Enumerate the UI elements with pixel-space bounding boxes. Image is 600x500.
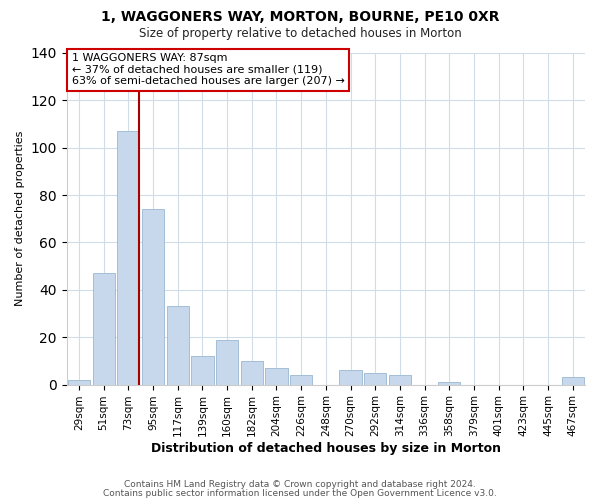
Bar	[438, 382, 460, 384]
Bar	[265, 368, 287, 384]
Bar	[562, 378, 584, 384]
Bar	[117, 131, 139, 384]
X-axis label: Distribution of detached houses by size in Morton: Distribution of detached houses by size …	[151, 442, 501, 455]
Text: Contains public sector information licensed under the Open Government Licence v3: Contains public sector information licen…	[103, 488, 497, 498]
Text: 1 WAGGONERS WAY: 87sqm
← 37% of detached houses are smaller (119)
63% of semi-de: 1 WAGGONERS WAY: 87sqm ← 37% of detached…	[72, 53, 345, 86]
Bar	[364, 373, 386, 384]
Bar	[340, 370, 362, 384]
Bar	[167, 306, 189, 384]
Text: Contains HM Land Registry data © Crown copyright and database right 2024.: Contains HM Land Registry data © Crown c…	[124, 480, 476, 489]
Bar	[68, 380, 90, 384]
Y-axis label: Number of detached properties: Number of detached properties	[15, 131, 25, 306]
Bar	[216, 340, 238, 384]
Bar	[191, 356, 214, 384]
Bar	[92, 274, 115, 384]
Text: Size of property relative to detached houses in Morton: Size of property relative to detached ho…	[139, 28, 461, 40]
Bar	[290, 375, 312, 384]
Bar	[241, 361, 263, 384]
Bar	[389, 375, 411, 384]
Bar	[142, 210, 164, 384]
Text: 1, WAGGONERS WAY, MORTON, BOURNE, PE10 0XR: 1, WAGGONERS WAY, MORTON, BOURNE, PE10 0…	[101, 10, 499, 24]
